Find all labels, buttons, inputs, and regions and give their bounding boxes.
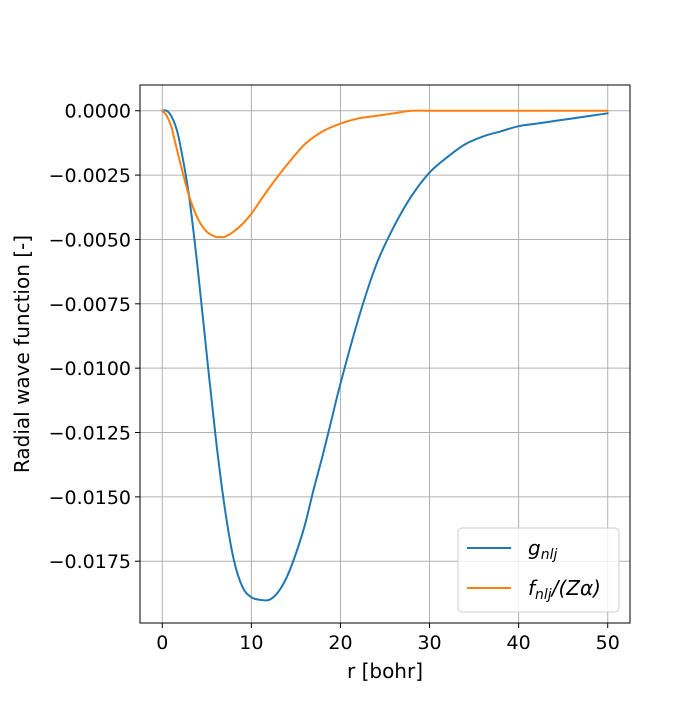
series-line-f-nlj	[161, 109, 609, 239]
y-tick-label: −0.0100	[49, 358, 131, 380]
y-tick-label: −0.0050	[49, 229, 131, 251]
legend-label-f-nlj: fnlj/(Zα)	[528, 576, 601, 603]
y-tick-label: −0.0075	[49, 294, 131, 316]
legend-label-main: g	[528, 536, 541, 560]
plot-area-frame	[139, 84, 631, 624]
legend-label-main: f	[528, 576, 538, 600]
y-tick-label: 0.0000	[65, 101, 131, 123]
x-tick-label: 10	[239, 632, 263, 654]
series-layer	[161, 109, 609, 602]
x-tick-label: 30	[417, 632, 441, 654]
y-tick-label: −0.0150	[49, 487, 131, 509]
series-line-g-nlj	[161, 109, 609, 602]
y-tick-label: −0.0175	[49, 551, 131, 573]
tick-layer: 0 10 20 30 40 50 0.0000 −0.0025 −0.0050 −0.0075 −0…	[49, 101, 620, 654]
y-tick-label: −0.0125	[49, 423, 131, 445]
x-tick-label: 20	[328, 632, 352, 654]
x-tick-label: 40	[507, 632, 531, 654]
legend-label-subscript: nlj	[535, 587, 552, 603]
y-tick-label: −0.0025	[49, 165, 131, 187]
y-axis-label: Radial wave function [-]	[10, 235, 34, 473]
legend-label-g-nlj: gnlj	[528, 536, 557, 563]
x-axis-label: r [bohr]	[347, 659, 423, 683]
x-tick-label: 0	[156, 632, 168, 654]
legend-label-subscript: nlj	[541, 547, 558, 563]
x-tick-label: 50	[596, 632, 620, 654]
legend-label-suffix: /(Zα)	[550, 576, 601, 600]
